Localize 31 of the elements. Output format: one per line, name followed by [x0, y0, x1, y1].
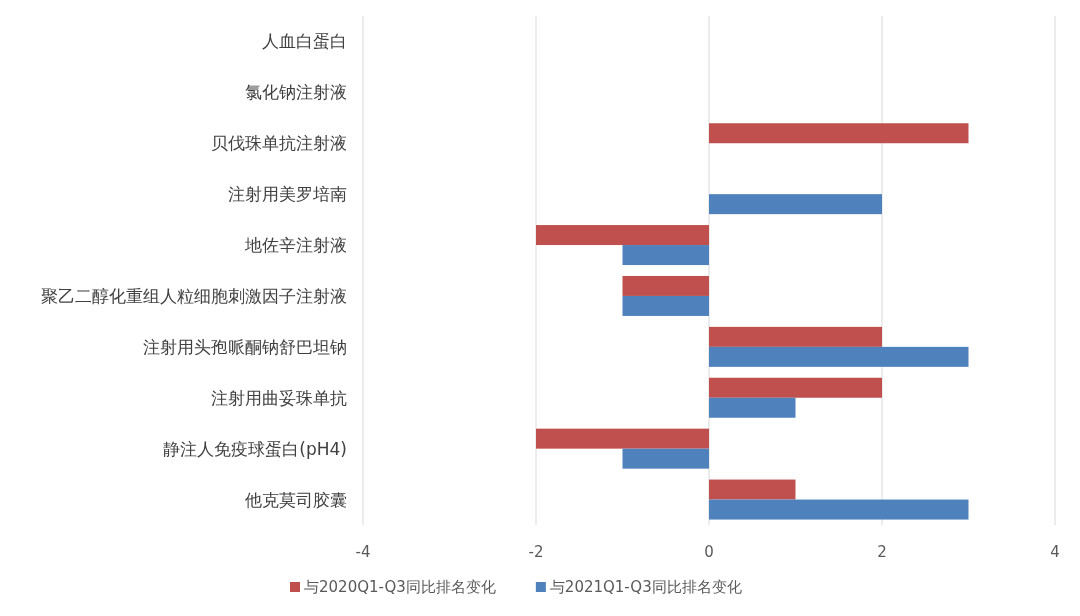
y-tick-label: 地佐辛注射液: [244, 235, 347, 256]
bar: [709, 346, 969, 367]
bar: [709, 123, 969, 144]
bar: [622, 295, 709, 316]
legend-label: 与2021Q1-Q3同比排名变化: [549, 578, 742, 596]
bar: [622, 245, 709, 266]
bar: [709, 377, 882, 398]
y-tick-label: 他克莫司胶囊: [245, 489, 347, 510]
x-tick-label: -4: [355, 543, 371, 561]
x-tick-label: 2: [877, 543, 887, 561]
y-tick-label: 静注人免疫球蛋白(pH4): [163, 438, 347, 459]
y-tick-label: 贝伐珠单抗注射液: [211, 133, 347, 154]
bar: [709, 326, 882, 347]
x-tick-label: 4: [1050, 543, 1060, 561]
bar: [709, 397, 796, 418]
y-tick-label: 聚乙二醇化重组人粒细胞刺激因子注射液: [41, 285, 347, 306]
bar: [709, 194, 882, 215]
bar: [622, 448, 709, 469]
bar: [709, 479, 796, 500]
y-tick-label: 人血白蛋白: [262, 31, 347, 52]
y-tick-label: 注射用头孢哌酮钠舒巴坦钠: [143, 336, 347, 357]
y-tick-label: 氯化钠注射液: [245, 82, 347, 103]
bar: [536, 225, 709, 246]
bar: [536, 428, 709, 449]
bar: [622, 275, 709, 296]
y-tick-label: 注射用曲妥珠单抗: [211, 387, 347, 408]
x-tick-label: 0: [704, 543, 714, 561]
y-tick-label: 注射用美罗培南: [228, 184, 347, 205]
legend-label: 与2020Q1-Q3同比排名变化: [304, 578, 496, 596]
bar: [709, 499, 969, 520]
x-tick-label: -2: [528, 543, 544, 561]
